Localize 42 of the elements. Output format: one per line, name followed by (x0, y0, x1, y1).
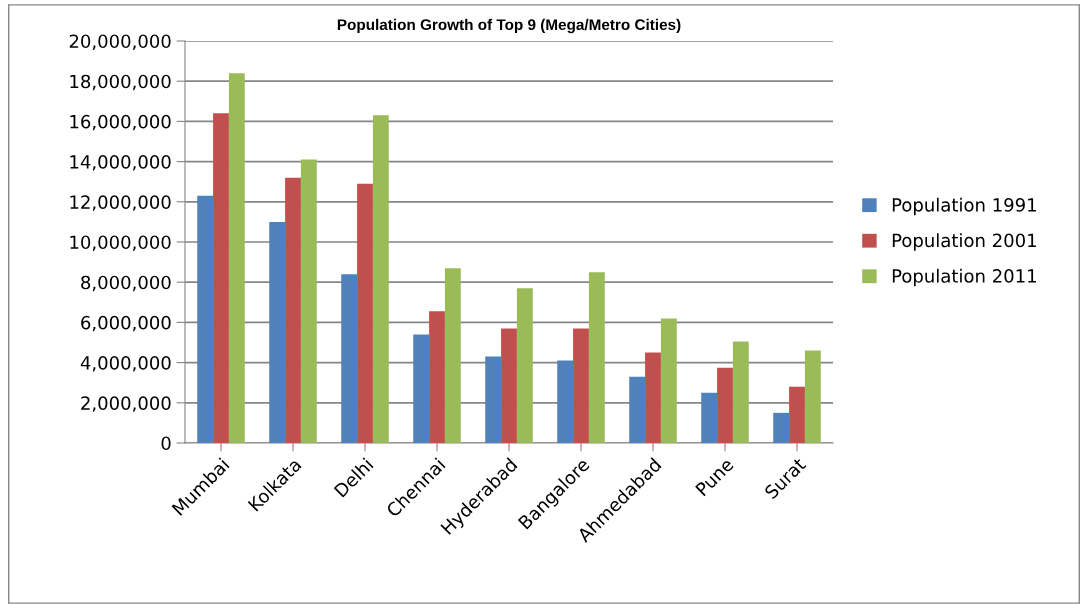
bar (285, 177, 301, 443)
y-tick-label: 0 (161, 436, 171, 451)
bar (773, 412, 790, 443)
bar (588, 272, 605, 443)
bar (804, 350, 821, 443)
bar (372, 115, 389, 443)
y-tick-label: 14,000,000 (70, 155, 171, 171)
bar (413, 334, 430, 443)
bar (629, 376, 646, 443)
bar (444, 268, 461, 443)
bar (732, 341, 749, 443)
y-tick-label: 20,000,000 (69, 34, 171, 50)
bar (228, 73, 245, 443)
bar (429, 311, 445, 443)
legend-label: Population 2001 (892, 233, 1036, 251)
y-tick-label: 10,000,000 (70, 235, 171, 251)
bar (341, 274, 358, 443)
bar (213, 113, 229, 443)
y-tick-label: 12,000,000 (70, 195, 171, 211)
y-tick-label: 18,000,000 (70, 74, 171, 91)
bar (501, 328, 517, 443)
bar (645, 352, 661, 443)
legend-label: Population 2011 (892, 268, 1036, 287)
legend-label: Population 1991 (892, 197, 1036, 216)
y-tick-label: 2,000,000 (81, 396, 171, 412)
y-tick-label: 8,000,000 (81, 275, 171, 292)
bar (573, 328, 589, 443)
chart-title: Population Growth of Top 9 (Mega/Metro Cities) (337, 18, 681, 34)
y-tick-label: 6,000,000 (81, 315, 171, 332)
bar (717, 367, 733, 443)
bar (485, 356, 502, 443)
bar (197, 195, 214, 443)
bar (269, 221, 286, 443)
bar (557, 360, 574, 443)
bar (701, 392, 718, 443)
y-tick-label: 16,000,000 (70, 114, 171, 131)
bar (789, 386, 805, 443)
bar (357, 183, 373, 443)
bar (660, 318, 677, 443)
bar (516, 288, 533, 443)
bar (300, 159, 317, 443)
y-tick-label: 4,000,000 (80, 356, 171, 372)
